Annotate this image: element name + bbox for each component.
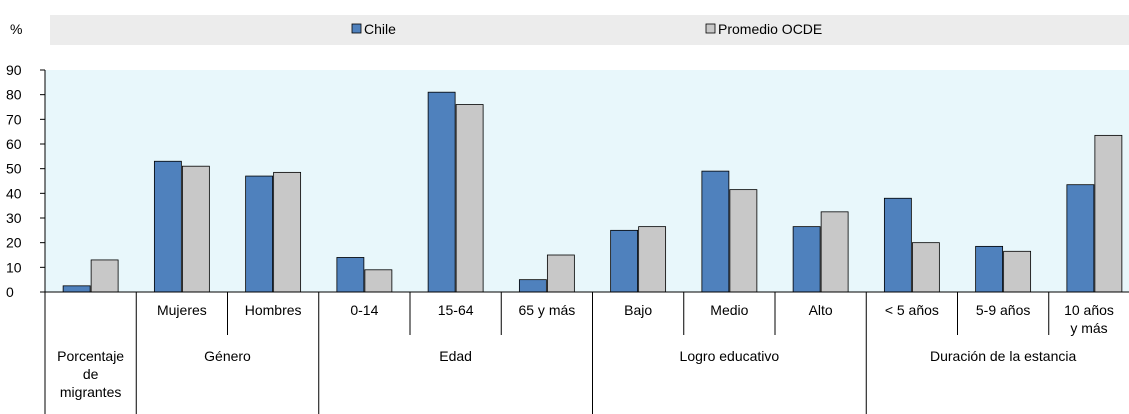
y-axis-unit-label: % [10, 21, 22, 37]
y-axis: 0 10 20 30 40 50 60 70 80 90 [6, 62, 46, 300]
bar-chile-10-anos-y-mas [1066, 184, 1095, 293]
y-tick-label: 90 [6, 62, 22, 78]
bar-promedio-ocde-10-anos-y-mas [1094, 134, 1123, 293]
bar-chile-5-anos [883, 197, 912, 293]
bar-chile-5-9-anos [975, 245, 1004, 293]
group-label: Género [204, 348, 251, 364]
legend-swatch-promedio-ocde [705, 23, 716, 34]
group-label: Porcentaje [57, 348, 124, 364]
y-tick-label: 50 [6, 161, 22, 177]
bar-promedio-ocde-5-anos [911, 242, 940, 293]
legend-swatch-chile [351, 23, 362, 34]
category-label: 5-9 años [976, 302, 1030, 318]
category-label: < 5 años [885, 302, 939, 318]
legend: Chile Promedio OCDE [351, 21, 822, 37]
group-label: migrantes [60, 384, 121, 400]
bar-promedio-ocde-0-14 [364, 269, 393, 293]
bar-chile-65-y-mas [518, 279, 547, 293]
group-label: Duración de la estancia [930, 348, 1077, 364]
category-label: Hombres [245, 302, 302, 318]
bar-promedio-ocde-5-9-anos [1003, 250, 1032, 293]
bar-promedio-ocde-15-64 [455, 104, 484, 293]
y-tick-label: 70 [6, 111, 22, 127]
bar-promedio-ocde-mujeres [181, 165, 210, 293]
plot-area [45, 70, 1129, 292]
bar-chile-alto [792, 226, 821, 293]
bar-chile-medio [701, 170, 730, 293]
bar-promedio-ocde-65-y-mas [546, 254, 575, 293]
bar-promedio-ocde-hombres [273, 171, 302, 293]
category-label: 15-64 [438, 302, 474, 318]
category-label: Medio [710, 302, 748, 318]
category-label: Mujeres [157, 302, 207, 318]
bar-chile-porcentaje-de-migrantes [62, 285, 91, 293]
legend-background [50, 15, 1129, 45]
group-label: Edad [439, 348, 472, 364]
category-label: 10 años [1064, 302, 1114, 318]
category-label: y más [1070, 320, 1107, 336]
y-tick-label: 20 [6, 235, 22, 251]
y-tick-label: 60 [6, 136, 22, 152]
bar-promedio-ocde-alto [820, 211, 849, 293]
bar-chile-bajo [610, 229, 639, 293]
group-label: de [83, 366, 99, 382]
category-label: Bajo [624, 302, 652, 318]
bar-promedio-ocde-bajo [638, 226, 667, 293]
category-label: Alto [809, 302, 833, 318]
bar-chile-mujeres [153, 160, 182, 293]
legend-label-chile: Chile [364, 21, 396, 37]
bar-chile-hombres [245, 175, 274, 293]
category-label: 65 y más [518, 302, 575, 318]
group-label: Logro educativo [680, 348, 780, 364]
y-tick-label: 0 [6, 284, 14, 300]
category-axis: Mujeres Hombres 0-14 15-64 65 y más Bajo Medio… [44, 291, 1129, 414]
y-tick-label: 40 [6, 185, 22, 201]
y-tick-label: 10 [6, 259, 22, 275]
legend-label-promedio-ocde: Promedio OCDE [718, 21, 822, 37]
bar-promedio-ocde-porcentaje-de-migrantes [90, 259, 119, 293]
bar-chile-15-64 [427, 91, 456, 293]
bar-promedio-ocde-medio [729, 189, 758, 293]
category-label: 0-14 [350, 302, 378, 318]
bar-chile-0-14 [336, 257, 365, 293]
y-tick-label: 30 [6, 210, 22, 226]
y-tick-label: 80 [6, 87, 22, 103]
